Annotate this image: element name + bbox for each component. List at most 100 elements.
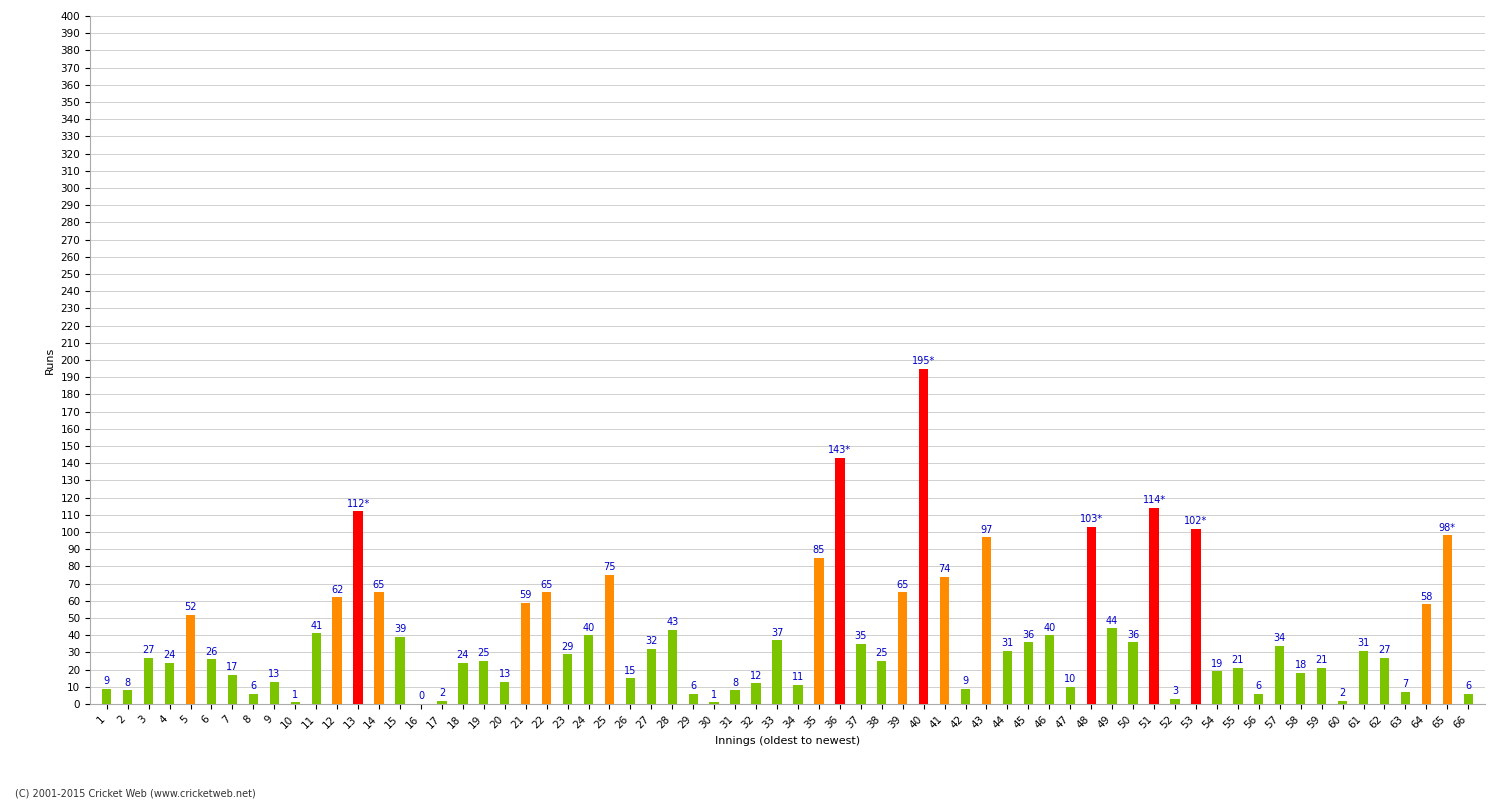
Text: 10: 10 <box>1064 674 1077 684</box>
Bar <box>123 690 132 704</box>
Text: 34: 34 <box>1274 633 1286 643</box>
Text: 36: 36 <box>1126 630 1138 639</box>
Bar <box>500 682 510 704</box>
Bar <box>1443 535 1452 704</box>
Text: 3: 3 <box>1172 686 1178 696</box>
Bar <box>815 558 824 704</box>
Text: 27: 27 <box>1378 645 1390 655</box>
Bar <box>562 654 573 704</box>
Text: 9: 9 <box>963 676 969 686</box>
Text: 58: 58 <box>1420 592 1432 602</box>
Bar <box>772 640 782 704</box>
Text: 65: 65 <box>540 580 554 590</box>
Bar <box>1044 635 1054 704</box>
X-axis label: Innings (oldest to newest): Innings (oldest to newest) <box>716 736 860 746</box>
Bar <box>1086 527 1096 704</box>
Bar <box>396 637 405 704</box>
Text: 85: 85 <box>813 546 825 555</box>
Bar <box>982 537 992 704</box>
Bar <box>626 678 634 704</box>
Y-axis label: Runs: Runs <box>45 346 56 374</box>
Bar <box>458 662 468 704</box>
Bar <box>520 602 531 704</box>
Bar <box>856 644 865 704</box>
Text: 52: 52 <box>184 602 196 612</box>
Bar <box>542 592 552 704</box>
Bar <box>688 694 698 704</box>
Bar <box>312 634 321 704</box>
Text: 29: 29 <box>561 642 574 651</box>
Text: 75: 75 <box>603 562 615 573</box>
Bar <box>1107 628 1118 704</box>
Text: 8: 8 <box>124 678 130 688</box>
Bar <box>668 630 676 704</box>
Text: 65: 65 <box>897 580 909 590</box>
Text: 2: 2 <box>440 688 446 698</box>
Text: 31: 31 <box>1358 638 1370 648</box>
Bar <box>1338 701 1347 704</box>
Bar <box>1359 650 1368 704</box>
Bar <box>270 682 279 704</box>
Text: 11: 11 <box>792 673 804 682</box>
Bar <box>1212 671 1221 704</box>
Text: 44: 44 <box>1106 616 1119 626</box>
Text: 26: 26 <box>206 646 218 657</box>
Bar <box>1023 642 1034 704</box>
Text: 1: 1 <box>292 690 298 700</box>
Bar <box>962 689 970 704</box>
Text: 27: 27 <box>142 645 154 655</box>
Bar <box>375 592 384 704</box>
Text: 62: 62 <box>332 585 344 594</box>
Bar <box>920 369 928 704</box>
Bar <box>1275 646 1284 704</box>
Text: 31: 31 <box>1002 638 1014 648</box>
Text: 21: 21 <box>1232 655 1244 666</box>
Text: 32: 32 <box>645 636 657 646</box>
Text: 9: 9 <box>104 676 110 686</box>
Text: 1: 1 <box>711 690 717 700</box>
Bar <box>1254 694 1263 704</box>
Bar <box>354 511 363 704</box>
Text: 97: 97 <box>981 525 993 534</box>
Text: 18: 18 <box>1294 661 1306 670</box>
Text: 195*: 195* <box>912 356 936 366</box>
Text: 102*: 102* <box>1185 516 1208 526</box>
Bar <box>836 458 844 704</box>
Bar <box>1317 668 1326 704</box>
Text: 13: 13 <box>498 669 512 679</box>
Text: 74: 74 <box>939 564 951 574</box>
Bar <box>1233 668 1242 704</box>
Text: 25: 25 <box>477 649 490 658</box>
Text: 103*: 103* <box>1080 514 1102 524</box>
Text: 13: 13 <box>268 669 280 679</box>
Text: 25: 25 <box>876 649 888 658</box>
Bar <box>228 674 237 704</box>
Bar <box>436 701 447 704</box>
Text: 39: 39 <box>394 624 406 634</box>
Text: 17: 17 <box>226 662 238 672</box>
Text: 15: 15 <box>624 666 636 676</box>
Bar <box>478 661 489 704</box>
Bar <box>102 689 111 704</box>
Text: 24: 24 <box>164 650 176 660</box>
Bar <box>940 577 950 704</box>
Text: 0: 0 <box>419 691 424 702</box>
Text: 12: 12 <box>750 670 762 681</box>
Text: 98*: 98* <box>1438 523 1456 533</box>
Text: 59: 59 <box>519 590 532 600</box>
Text: 114*: 114* <box>1143 495 1166 506</box>
Bar <box>584 635 592 704</box>
Text: 143*: 143* <box>828 446 852 455</box>
Bar <box>1401 692 1410 704</box>
Bar <box>878 661 886 704</box>
Bar <box>1128 642 1138 704</box>
Text: 2: 2 <box>1340 688 1346 698</box>
Bar <box>1002 650 1013 704</box>
Bar <box>249 694 258 704</box>
Bar <box>646 649 656 704</box>
Text: 7: 7 <box>1402 679 1408 690</box>
Text: 40: 40 <box>1042 622 1056 633</box>
Text: 36: 36 <box>1023 630 1035 639</box>
Text: 37: 37 <box>771 628 783 638</box>
Text: 8: 8 <box>732 678 738 688</box>
